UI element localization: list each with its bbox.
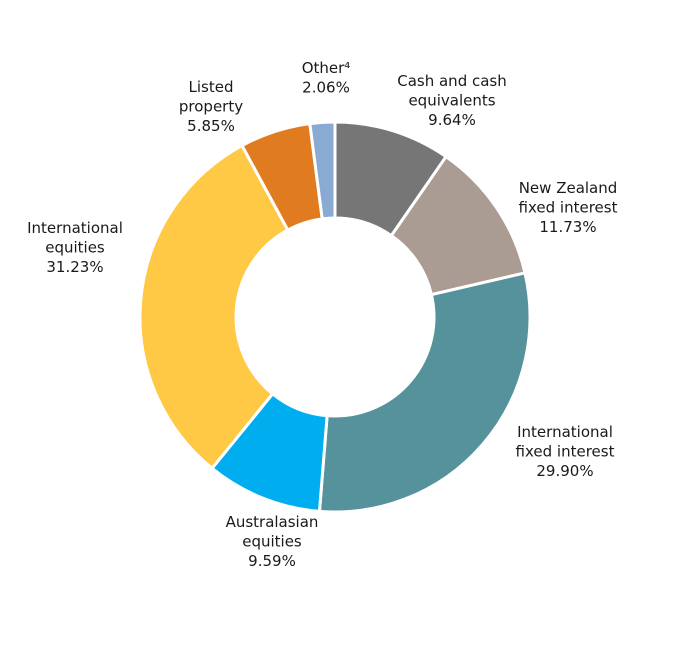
slice-value-label: 2.06% [302,79,350,97]
slice-label: Australasian equities 9.59% [226,513,319,570]
donut-slices [138,120,532,514]
slice-name-label: equities [242,533,302,551]
slice-name-label: fixed interest [519,199,618,217]
slice-name-label: Cash and cash [397,72,507,90]
slice-label: International equities 31.23% [27,219,123,276]
slice-label: Other⁴ 2.06% [302,59,351,97]
donut-slice [138,143,290,471]
slice-label: New Zealand fixed interest 11.73% [519,179,618,236]
slice-value-label: 29.90% [536,462,593,480]
slice-name-label: equities [45,239,105,257]
slice-value-label: 9.59% [248,552,296,570]
slice-name-label: New Zealand [519,179,618,197]
slice-label: Listed property 5.85% [179,78,243,135]
slice-value-label: 11.73% [539,218,596,236]
slice-label: International fixed interest 29.90% [516,423,615,480]
slice-name-label: equivalents [408,92,495,110]
slice-name-label: property [179,98,243,116]
slice-value-label: 5.85% [187,117,235,135]
slice-name-label: fixed interest [516,443,615,461]
slice-name-label: Listed [189,78,234,96]
slice-labels: Cash and cash equivalents 9.64% New Zealand… [27,59,617,570]
slice-name-label: International [517,423,613,441]
slice-value-label: 9.64% [428,111,476,129]
donut-slice [308,120,337,221]
slice-value-label: 31.23% [46,258,103,276]
donut-slice [317,271,532,514]
slice-name-label: International [27,219,123,237]
slice-name-label: Other⁴ [302,59,351,77]
slice-label: Cash and cash equivalents 9.64% [397,72,507,129]
slice-name-label: Australasian [226,513,319,531]
